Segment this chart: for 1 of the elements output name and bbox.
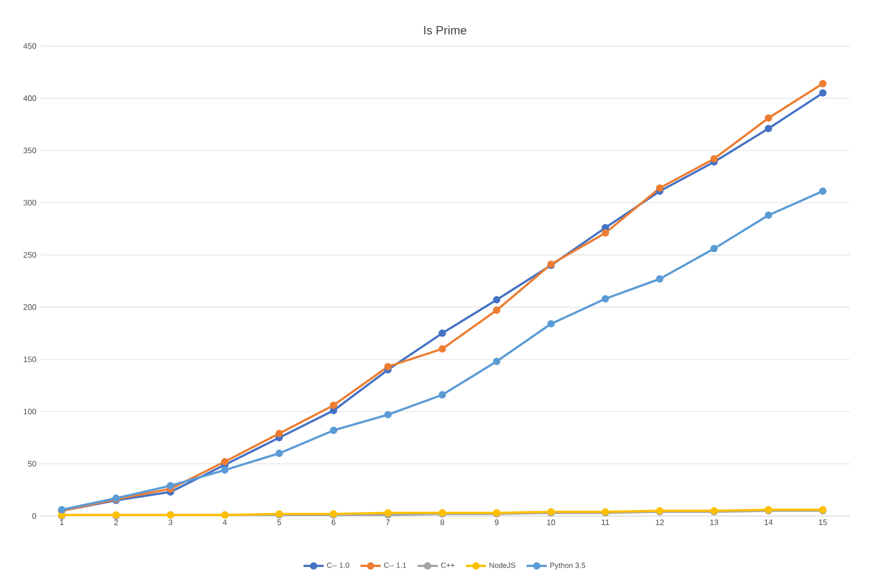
chart-title: Is Prime	[424, 26, 466, 34]
